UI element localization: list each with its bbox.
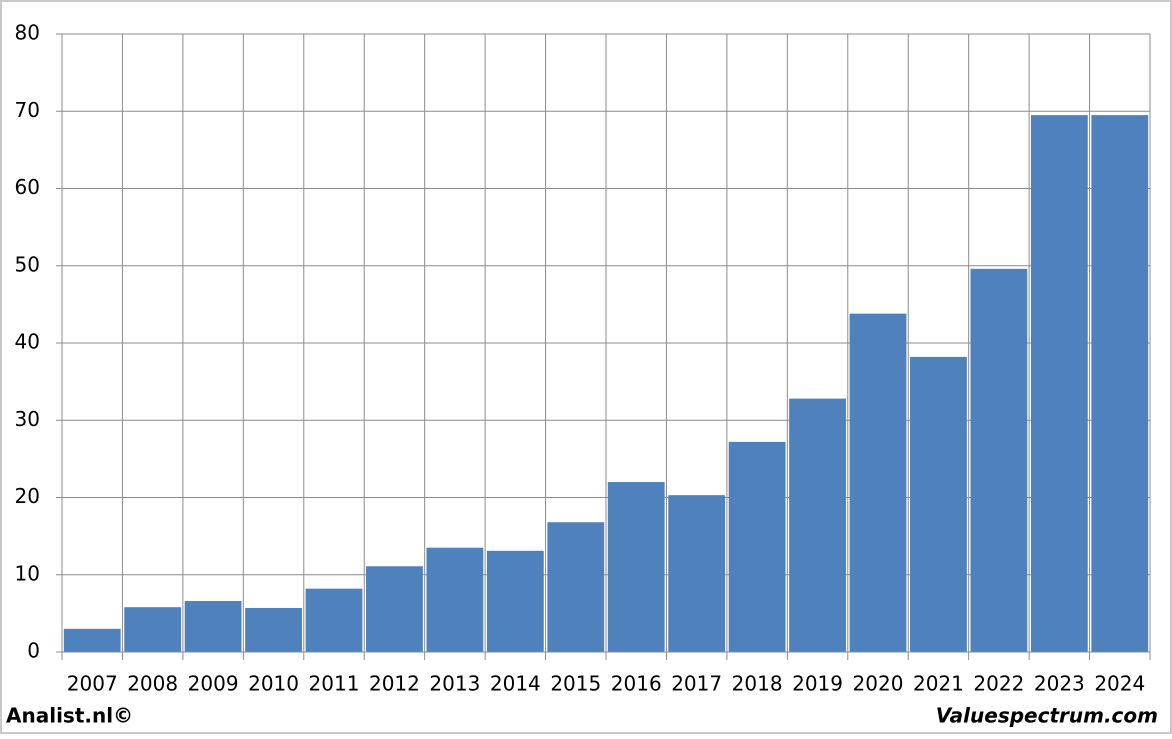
x-tick-label: 2023 (1034, 672, 1085, 696)
bar (486, 550, 544, 652)
bar (970, 268, 1028, 652)
bar (63, 628, 121, 652)
x-tick-label: 2009 (188, 672, 239, 696)
y-tick-label: 40 (15, 330, 40, 354)
y-tick-label: 50 (15, 252, 40, 276)
x-tick-label: 2010 (248, 672, 299, 696)
y-tick-label: 10 (15, 561, 40, 585)
bar (849, 313, 907, 652)
y-tick-label: 60 (15, 175, 40, 199)
y-tick-label: 0 (27, 639, 40, 663)
bar (668, 495, 726, 652)
bar (184, 601, 242, 652)
y-tick-label: 70 (15, 98, 40, 122)
x-tick-label: 2013 (429, 672, 480, 696)
bar (547, 522, 605, 652)
x-tick-label: 2014 (490, 672, 541, 696)
y-tick-label: 20 (15, 484, 40, 508)
x-tick-label: 2015 (550, 672, 601, 696)
bar (366, 566, 423, 652)
x-tick-label: 2019 (792, 672, 843, 696)
y-tick-label: 30 (15, 407, 40, 431)
bar (426, 547, 484, 652)
x-tick-label: 2007 (67, 672, 118, 696)
bar (245, 607, 302, 652)
source-left: Analist.nl© (6, 704, 133, 728)
x-tick-label: 2024 (1094, 672, 1145, 696)
bar (607, 482, 665, 652)
x-tick-label: 2008 (127, 672, 178, 696)
bar (1091, 115, 1149, 653)
source-right: Valuespectrum.com (936, 704, 1158, 728)
bar (728, 441, 786, 652)
x-tick-label: 2020 (853, 672, 904, 696)
x-tick-label: 2021 (913, 672, 964, 696)
x-tick-label: 2011 (309, 672, 360, 696)
x-tick-label: 2018 (732, 672, 783, 696)
bar (124, 607, 182, 652)
bar (910, 356, 967, 652)
x-tick-label: 2016 (611, 672, 662, 696)
x-tick-label: 2017 (671, 672, 722, 696)
bar (789, 398, 846, 652)
bar (305, 588, 363, 652)
bar (1030, 115, 1088, 653)
x-tick-label: 2012 (369, 672, 420, 696)
y-tick-label: 80 (15, 21, 40, 45)
x-tick-label: 2022 (973, 672, 1024, 696)
